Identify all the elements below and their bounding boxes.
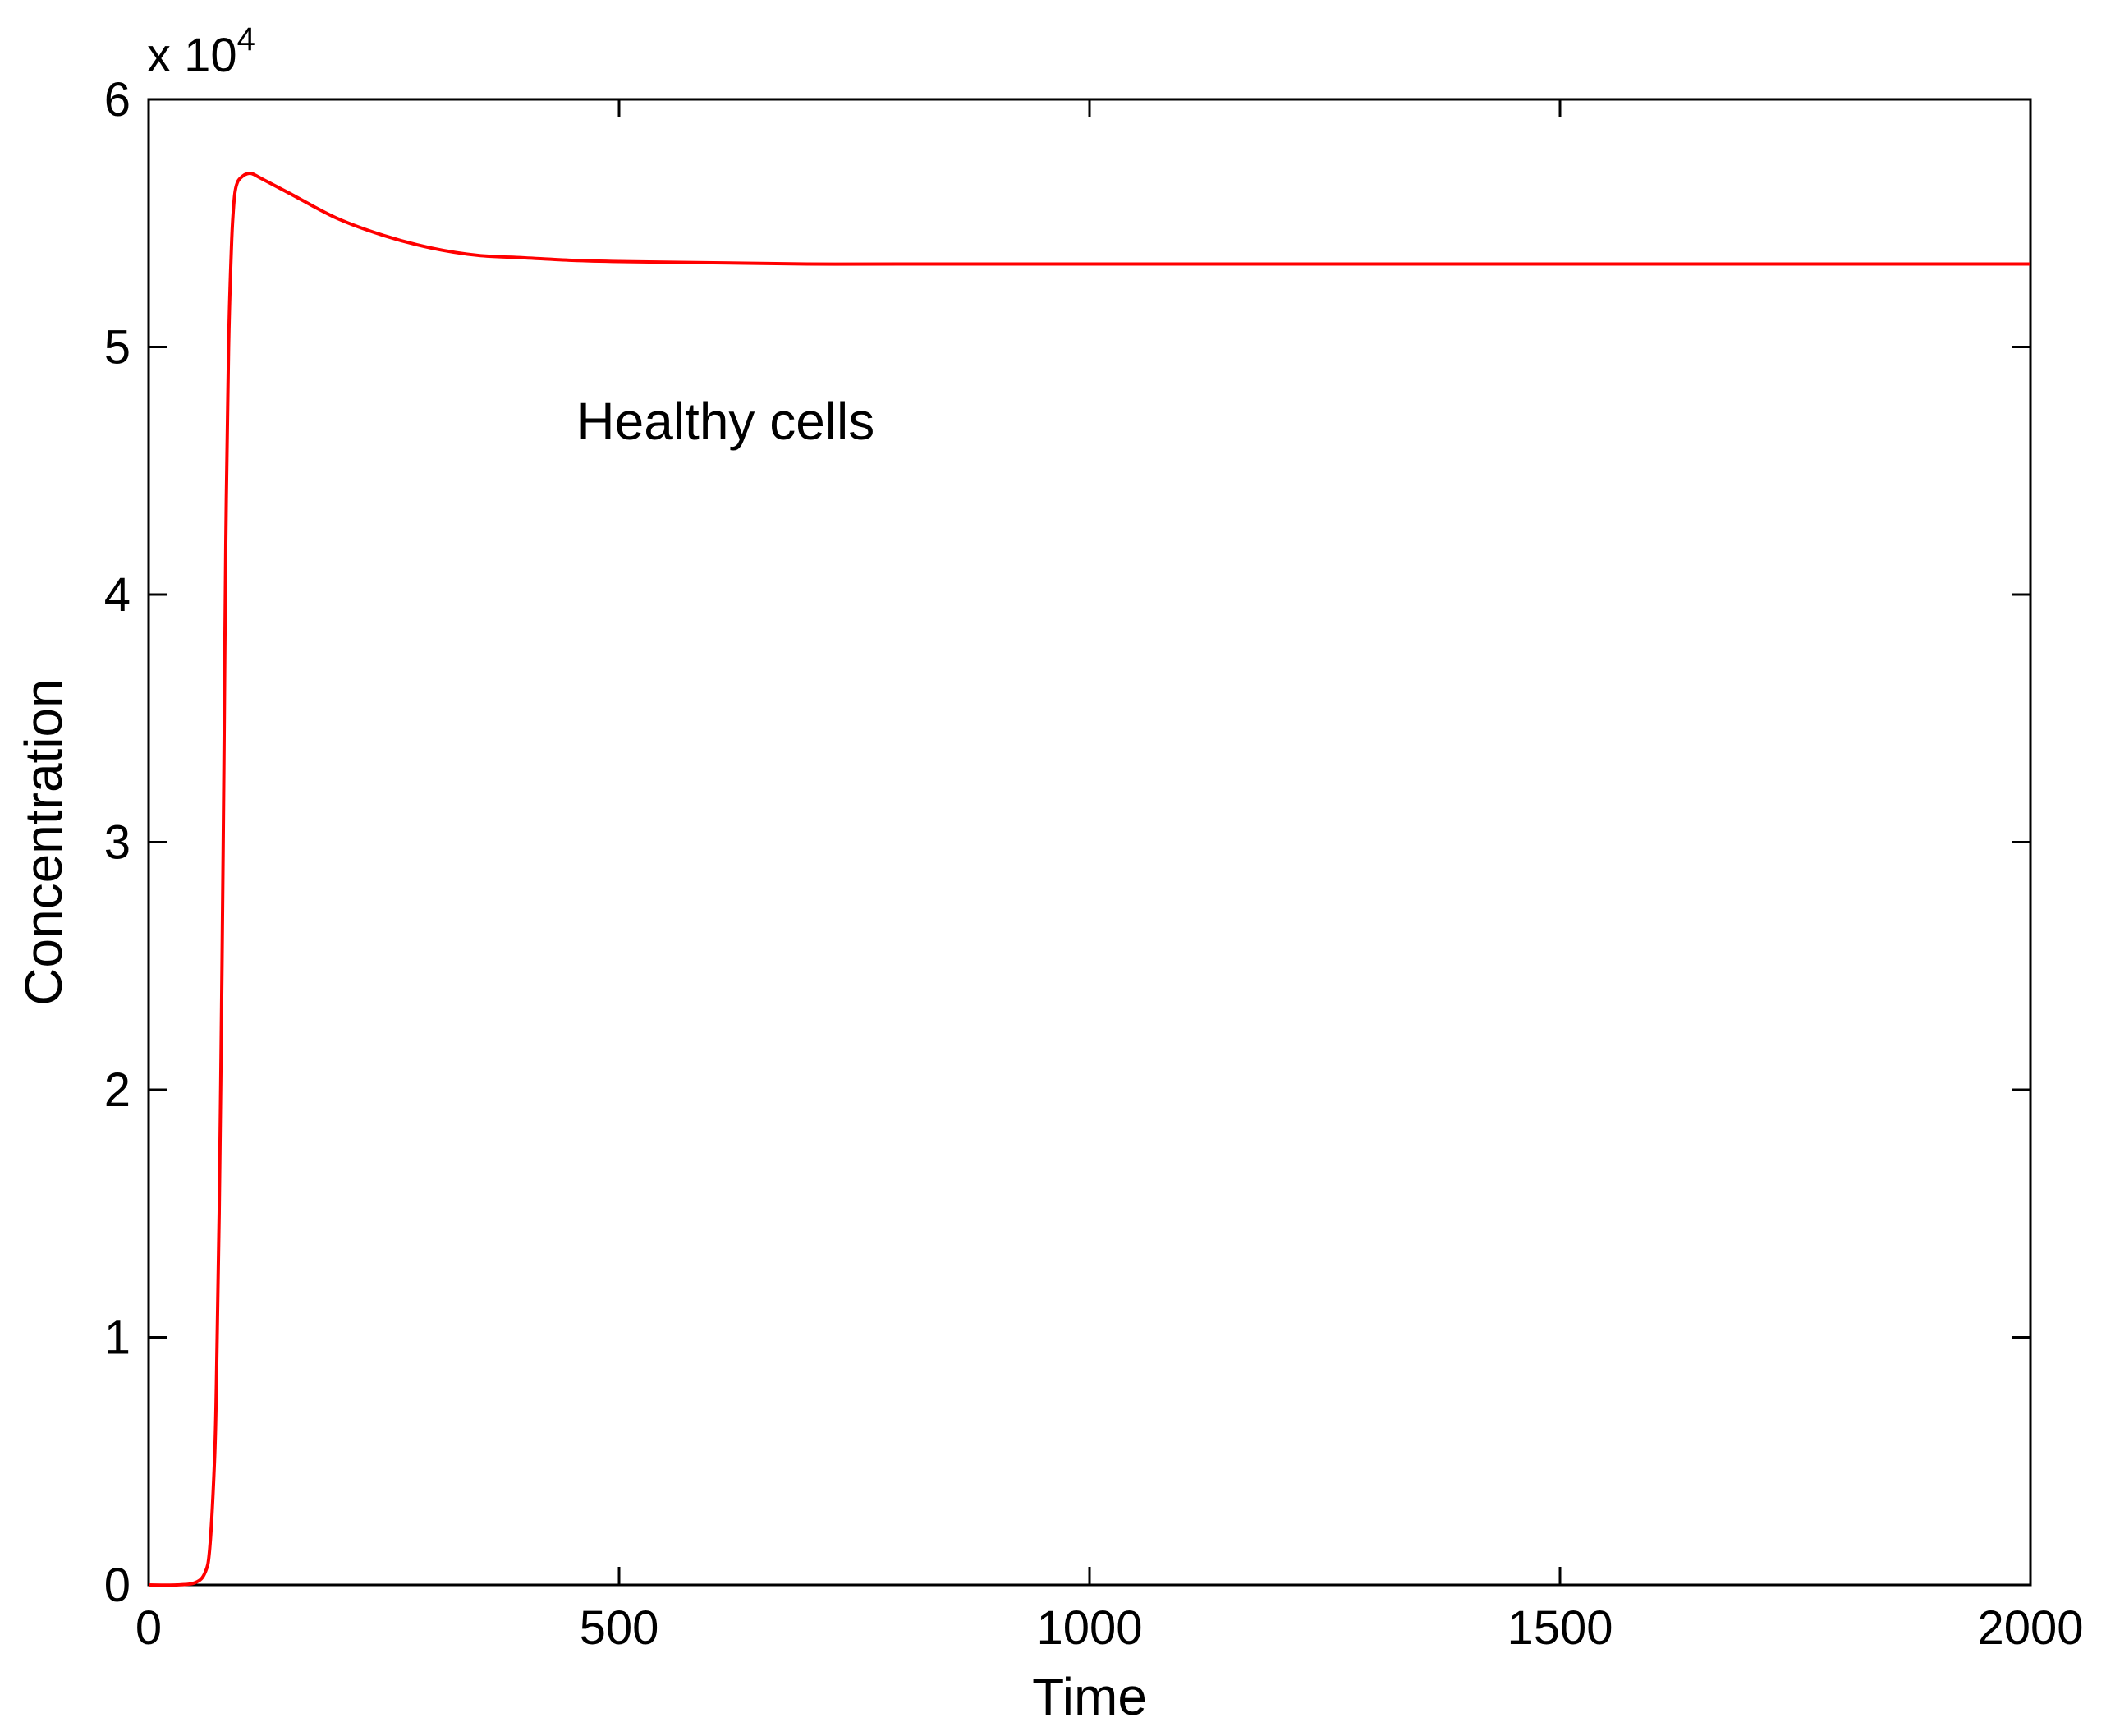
y-multiplier-label: x 104 — [147, 21, 255, 82]
series-group — [148, 171, 2030, 1587]
x-tick-label: 2000 — [1977, 1601, 2083, 1655]
y-tick-label: 3 — [104, 816, 131, 870]
x-tick-label: 1500 — [1507, 1601, 1613, 1655]
y-tick-label: 4 — [104, 568, 131, 622]
series-line — [148, 171, 2030, 1587]
y-axis-label: Concentration — [14, 678, 73, 1005]
y-multiplier-base: x 10 — [147, 29, 237, 82]
axis-ticks — [147, 98, 2032, 1587]
annotation-label: Healthy cells — [576, 392, 874, 451]
plot-area-frame — [147, 98, 2032, 1587]
x-tick-label: 500 — [580, 1601, 659, 1655]
y-multiplier-exponent: 4 — [237, 21, 255, 57]
y-tick-label: 0 — [104, 1559, 131, 1612]
x-tick-label: 1000 — [1036, 1601, 1142, 1655]
axis-tick-labels: 0 500 1000 1500 2000 0 1 2 3 4 5 6 — [104, 73, 2084, 1655]
x-tick-label: 0 — [135, 1601, 162, 1655]
y-tick-label: 2 — [104, 1063, 131, 1117]
y-tick-label: 5 — [104, 321, 131, 374]
x-axis-label: Time — [1032, 1667, 1147, 1726]
y-tick-label: 1 — [104, 1311, 131, 1365]
y-tick-label: 6 — [104, 73, 131, 126]
